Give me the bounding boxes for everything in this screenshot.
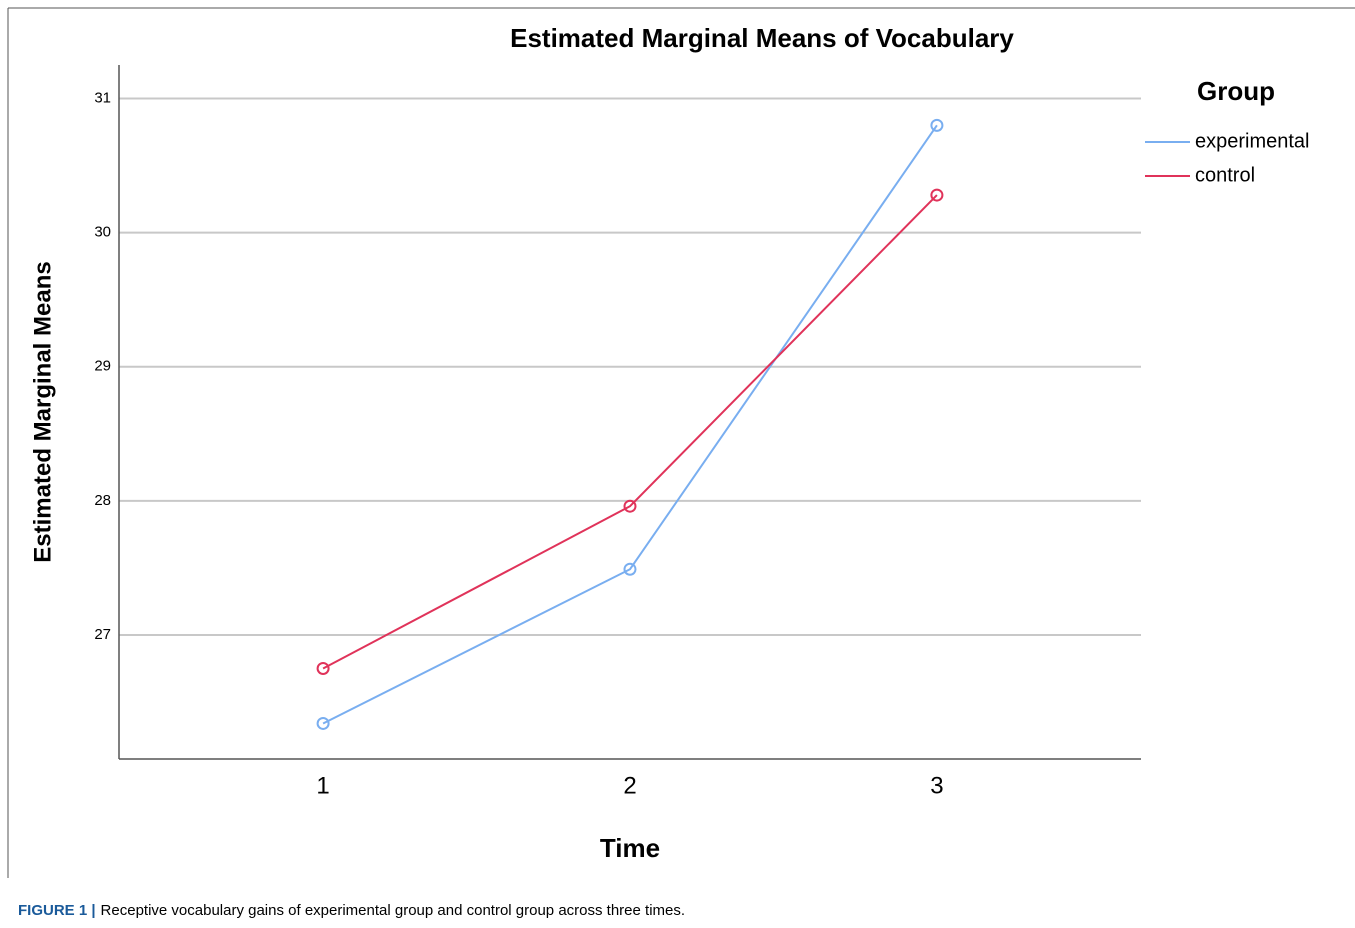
caption-label: FIGURE 1 | bbox=[18, 902, 96, 919]
point-marker bbox=[316, 716, 330, 730]
series-line bbox=[322, 124, 938, 725]
x-tick-label: 2 bbox=[623, 772, 636, 799]
legend-label: control bbox=[1195, 164, 1255, 186]
point-marker bbox=[930, 118, 944, 132]
point-marker bbox=[930, 188, 944, 202]
y-tick-label: 30 bbox=[94, 224, 111, 241]
x-tick-label: 1 bbox=[316, 772, 329, 799]
y-tick-label: 29 bbox=[94, 358, 111, 375]
chart-title: Estimated Marginal Means of Vocabulary bbox=[510, 23, 1014, 53]
y-tick-label: 27 bbox=[94, 626, 111, 643]
point-marker bbox=[623, 562, 637, 576]
x-axis-title: Time bbox=[600, 833, 660, 863]
legend-label: experimental bbox=[1195, 130, 1310, 152]
x-tick-label: 3 bbox=[930, 772, 943, 799]
point-marker bbox=[316, 661, 330, 675]
caption-text: Receptive vocabulary gains of experiment… bbox=[101, 902, 685, 919]
y-axis-title: Estimated Marginal Means bbox=[29, 261, 56, 562]
series-line bbox=[322, 194, 938, 670]
caption: FIGURE 1 | Receptive vocabulary gains of … bbox=[18, 902, 685, 919]
y-tick-label: 31 bbox=[94, 89, 111, 106]
point-marker bbox=[623, 499, 637, 513]
y-tick-label: 28 bbox=[94, 492, 111, 509]
legend-title: Group bbox=[1197, 76, 1275, 106]
